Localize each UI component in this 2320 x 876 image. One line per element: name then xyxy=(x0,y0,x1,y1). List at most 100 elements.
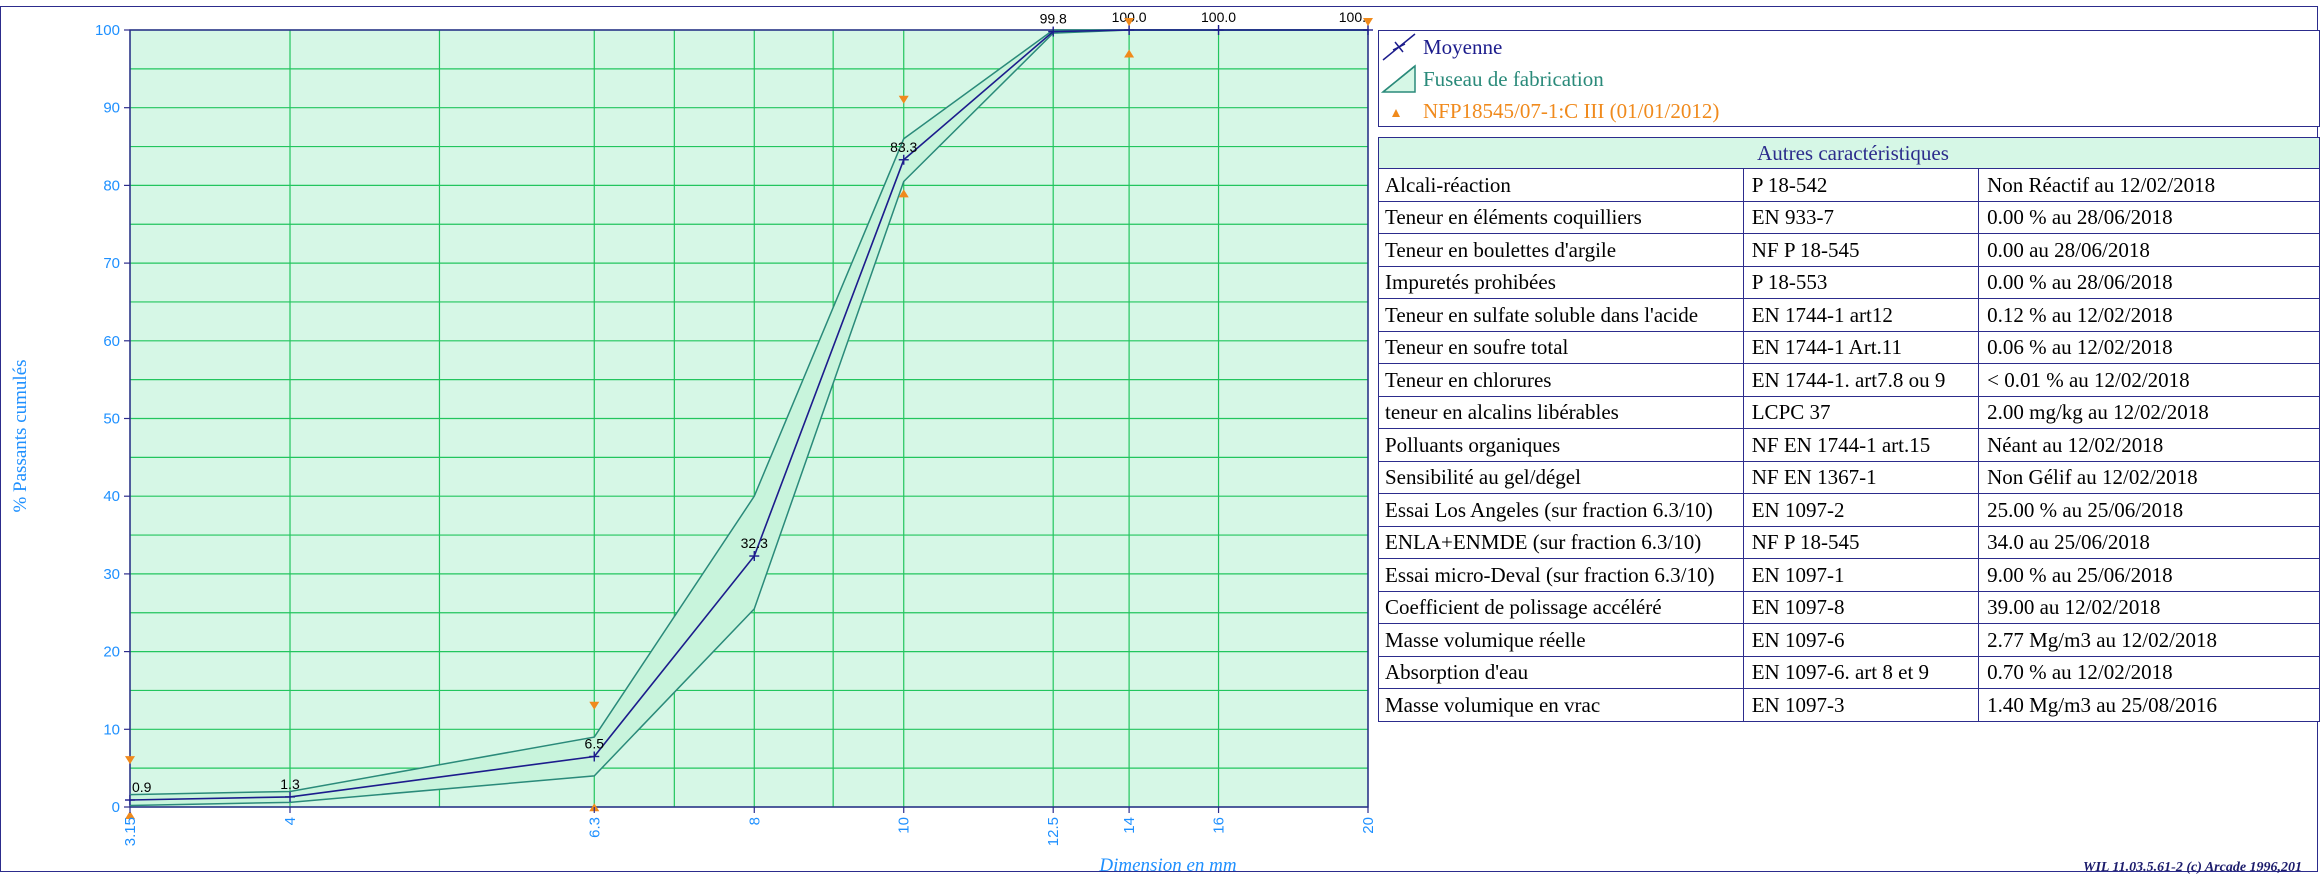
row-norm: NF P 18-545 xyxy=(1742,525,1980,559)
legend-item-fuseau: Fuseau de fabrication xyxy=(1379,63,1604,95)
table-row: Sensibilité au gel/dégel NF EN 1367-1 Non … xyxy=(1378,460,2320,494)
row-name: Teneur en éléments coquilliers xyxy=(1378,200,1744,234)
table-title: Autres caractéristiques xyxy=(1378,137,2320,169)
table-header-row: Autres caractéristiques xyxy=(1378,137,2320,169)
row-value: 39.00 au 12/02/2018 xyxy=(1978,590,2320,624)
upper-limit-mark xyxy=(1363,18,1373,26)
row-norm: EN 1097-3 xyxy=(1742,688,1980,722)
table-row: Essai Los Angeles (sur fraction 6.3/10) E… xyxy=(1378,493,2320,527)
table-row: ENLA+ENMDE (sur fraction 6.3/10) NF P 18-… xyxy=(1378,525,2320,559)
x-axis-label: Dimension en mm xyxy=(1098,855,1236,874)
table-body: Alcali-réaction P 18-542 Non Réactif au 12… xyxy=(1378,168,2320,722)
row-norm: EN 1097-2 xyxy=(1742,493,1980,527)
data-label: 32.3 xyxy=(741,535,768,551)
row-value: 1.40 Mg/m3 au 25/08/2016 xyxy=(1978,688,2320,722)
x-tick-label: 10 xyxy=(896,817,913,834)
table-row: Masse volumique réelle EN 1097-6 2.77 Mg/m… xyxy=(1378,623,2320,657)
table-row: Polluants organiques NF EN 1744-1 art.15 N… xyxy=(1378,428,2320,462)
lower-limit-mark xyxy=(898,189,909,198)
row-name: Masse volumique réelle xyxy=(1378,623,1744,657)
row-norm: EN 1097-8 xyxy=(1742,590,1980,624)
y-tick-label: 100 xyxy=(95,22,120,39)
legend: Moyenne Fuseau de fabrication NFP18545/0… xyxy=(1378,30,2320,127)
moyenne-line: 0.9 1.3 6.5 32.3 83.3 99.8 100.0 100.0 100. xyxy=(125,9,1373,806)
x-tick-label: 4 xyxy=(282,817,299,825)
upper-limit-mark xyxy=(1124,18,1135,26)
copyright-footer: WIL 11.03.5.61-2 (c) Arcade 1996,201 xyxy=(2083,860,2303,875)
row-value: Néant au 12/02/2018 xyxy=(1978,428,2320,462)
row-name: ENLA+ENMDE (sur fraction 6.3/10) xyxy=(1378,525,1744,559)
y-axis-label: % Passants cumulés xyxy=(10,359,31,512)
table-row: Impuretés prohibées P 18-553 0.00 % au 28/… xyxy=(1378,265,2320,299)
row-norm: NF EN 1367-1 xyxy=(1742,460,1980,494)
row-name: Coefficient de polissage accéléré xyxy=(1378,590,1744,624)
legend-item-moyenne: Moyenne xyxy=(1379,31,1502,63)
x-tick-label: 20 xyxy=(1360,817,1377,834)
row-name: Alcali-réaction xyxy=(1378,168,1744,202)
norm-marks xyxy=(125,18,1373,819)
upper-limit-mark xyxy=(125,756,135,765)
row-value: 25.00 % au 25/06/2018 xyxy=(1978,493,2320,527)
row-name: teneur en alcalins libérables xyxy=(1378,395,1744,429)
x-tick-label: 16 xyxy=(1211,817,1228,834)
triangle-swatch-icon xyxy=(1381,96,1417,126)
table-row: Teneur en sulfate soluble dans l'acide EN… xyxy=(1378,298,2320,332)
row-value: 0.06 % au 12/02/2018 xyxy=(1978,330,2320,364)
row-norm: P 18-553 xyxy=(1742,265,1980,299)
row-name: Teneur en boulettes d'argile xyxy=(1378,233,1744,267)
y-tick-label: 80 xyxy=(103,177,120,194)
table-row: Teneur en soufre total EN 1744-1 Art.11 0.… xyxy=(1378,330,2320,364)
y-tick-label: 10 xyxy=(103,721,120,738)
legend-label-norme: NFP18545/07-1:C III (01/01/2012) xyxy=(1423,98,1720,123)
row-value: 0.00 % au 28/06/2018 xyxy=(1978,265,2320,299)
row-norm: EN 1744-1. art7.8 ou 9 xyxy=(1742,363,1980,397)
row-name: Masse volumique en vrac xyxy=(1378,688,1744,722)
row-norm: P 18-542 xyxy=(1742,168,1980,202)
row-value: 34.0 au 25/06/2018 xyxy=(1978,525,2320,559)
upper-limit-mark xyxy=(898,95,909,104)
table-row: Teneur en chlorures EN 1744-1. art7.8 ou … xyxy=(1378,363,2320,397)
row-norm: NF P 18-545 xyxy=(1742,233,1980,267)
row-value: 0.00 au 28/06/2018 xyxy=(1978,233,2320,267)
data-label: 99.8 xyxy=(1040,11,1067,27)
moyenne-swatch-icon xyxy=(1381,32,1417,62)
row-norm: EN 1097-1 xyxy=(1742,558,1980,592)
row-name: Teneur en soufre total xyxy=(1378,330,1744,364)
grading-chart: 0.9 1.3 6.5 32.3 83.3 99.8 100.0 100.0 100. 0 10 2… xyxy=(10,9,1377,874)
row-norm: NF EN 1744-1 art.15 xyxy=(1742,428,1980,462)
row-name: Impuretés prohibées xyxy=(1378,265,1744,299)
table-row: Coefficient de polissage accéléré EN 1097… xyxy=(1378,590,2320,624)
row-value: 0.12 % au 12/02/2018 xyxy=(1978,298,2320,332)
row-norm: EN 1744-1 Art.11 xyxy=(1742,330,1980,364)
table-row: Alcali-réaction P 18-542 Non Réactif au 12… xyxy=(1378,168,2320,202)
row-norm: EN 1097-6. art 8 et 9 xyxy=(1742,655,1980,689)
upper-limit-mark xyxy=(589,701,600,710)
table-row: Essai micro-Deval (sur fraction 6.3/10) E… xyxy=(1378,558,2320,592)
table-row: Absorption d'eau EN 1097-6. art 8 et 9 0.7… xyxy=(1378,655,2320,689)
data-label: 100.0 xyxy=(1112,9,1147,25)
x-tick-label: 8 xyxy=(746,817,763,825)
row-value: 2.00 mg/kg au 12/02/2018 xyxy=(1978,395,2320,429)
x-tick-label: 12.5 xyxy=(1045,817,1062,846)
row-norm: EN 933-7 xyxy=(1742,200,1980,234)
x-tick-label: 14 xyxy=(1121,817,1138,834)
row-value: 9.00 % au 25/06/2018 xyxy=(1978,558,2320,592)
table-row: Teneur en éléments coquilliers EN 933-7 0.… xyxy=(1378,200,2320,234)
table-row: teneur en alcalins libérables LCPC 37 2.00… xyxy=(1378,395,2320,429)
row-name: Sensibilité au gel/dégel xyxy=(1378,460,1744,494)
row-name: Essai micro-Deval (sur fraction 6.3/10) xyxy=(1378,558,1744,592)
row-name: Absorption d'eau xyxy=(1378,655,1744,689)
legend-label-moyenne: Moyenne xyxy=(1423,34,1503,59)
table-row: Teneur en boulettes d'argile NF P 18-545 0… xyxy=(1378,233,2320,267)
y-tick-label: 30 xyxy=(103,566,120,583)
row-name: Essai Los Angeles (sur fraction 6.3/10) xyxy=(1378,493,1744,527)
x-tick-label: 6.3 xyxy=(586,817,603,838)
row-norm: EN 1097-6 xyxy=(1742,623,1980,657)
row-value: 0.00 % au 28/06/2018 xyxy=(1978,200,2320,234)
y-tick-label: 0 xyxy=(112,799,120,816)
row-value: 2.77 Mg/m3 au 12/02/2018 xyxy=(1978,623,2320,657)
y-tick-label: 60 xyxy=(103,333,120,350)
fuseau-swatch-icon xyxy=(1380,64,1417,94)
row-value: < 0.01 % au 12/02/2018 xyxy=(1978,363,2320,397)
row-name: Teneur en sulfate soluble dans l'acide xyxy=(1378,298,1744,332)
